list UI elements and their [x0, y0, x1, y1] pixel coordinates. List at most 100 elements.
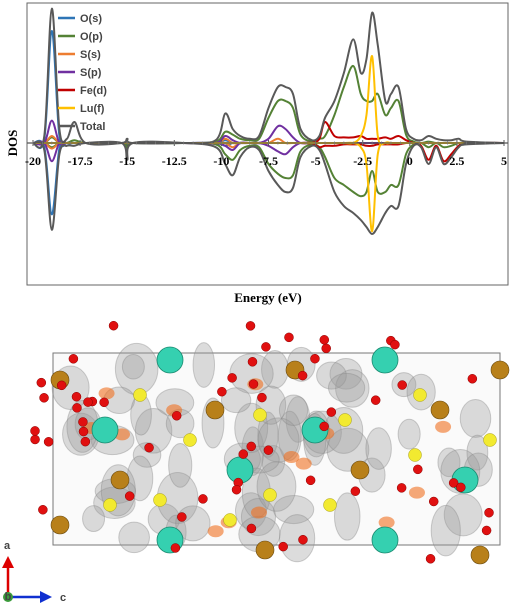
o-atom: [39, 393, 49, 403]
fe-atom: [490, 360, 510, 380]
o-atom: [56, 380, 67, 391]
o-atom: [326, 407, 337, 417]
x-tick-label: -20: [25, 154, 41, 168]
axis-label: a: [4, 540, 11, 552]
o-atom: [30, 426, 40, 436]
o-atom: [72, 403, 82, 413]
plot-frame: [26, 2, 509, 286]
charge-density: [82, 505, 106, 533]
unit-cell: [52, 352, 501, 546]
o-atom: [36, 377, 47, 388]
density-lobe: [295, 457, 312, 470]
charge-density: [220, 387, 252, 414]
legend-label: O(s): [80, 13, 102, 25]
o-atom: [428, 496, 439, 507]
o-atom: [481, 525, 492, 536]
o-atom: [68, 354, 79, 364]
o-atom: [370, 395, 381, 405]
s-atom: [153, 493, 167, 507]
o-atom: [284, 332, 294, 343]
axis-label: c: [60, 592, 66, 604]
x-tick-label: -12.5: [162, 154, 187, 168]
o-atom: [248, 379, 259, 389]
x-tick-label: 0: [407, 154, 413, 168]
o-atom: [245, 321, 256, 331]
o-atom: [390, 339, 400, 350]
o-atom: [30, 434, 40, 445]
density-lobe: [283, 450, 300, 463]
o-atom: [238, 449, 249, 459]
o-atom: [71, 391, 82, 402]
o-atom: [397, 380, 407, 390]
legend-label: S(p): [80, 67, 102, 79]
o-atom: [227, 373, 237, 383]
x-axis-label: Energy (eV): [234, 290, 302, 305]
lu-atom: [156, 346, 184, 374]
axis-compass: a b c: [2, 540, 66, 604]
o-atom: [456, 482, 466, 493]
fe-atom: [50, 515, 70, 535]
x-tick-label: -15: [119, 154, 135, 168]
o-atom: [80, 436, 91, 447]
s-atom: [253, 408, 267, 422]
o-atom: [310, 353, 320, 364]
density-lobe: [435, 420, 452, 433]
lu-atom: [371, 346, 399, 374]
o-atom: [246, 523, 257, 534]
charge-density: [316, 361, 347, 390]
s-atom: [408, 448, 422, 462]
charge-density: [132, 442, 162, 468]
o-atom: [124, 491, 135, 501]
fe-atom: [255, 540, 275, 560]
o-atom: [298, 534, 308, 545]
charge-density: [365, 427, 392, 470]
legend-label: Total: [80, 121, 105, 133]
o-atom: [144, 442, 154, 453]
s-atom: [323, 498, 337, 512]
charge-density: [278, 514, 316, 563]
fe-atom: [350, 460, 370, 480]
charge-density: [192, 342, 216, 388]
o-atom: [263, 445, 274, 455]
fe-atom: [110, 470, 130, 490]
charge-density: [329, 357, 363, 390]
axis-label: b: [5, 591, 12, 603]
charge-density: [257, 411, 279, 458]
charge-density: [333, 492, 361, 541]
charge-density: [326, 427, 370, 472]
dos-line: [32, 7, 505, 149]
legend-label: Lu(f): [80, 103, 105, 115]
o-atom: [448, 478, 459, 488]
o-atom: [231, 484, 242, 495]
density-lobe: [207, 525, 224, 538]
x-tick-label: -7.5: [259, 154, 278, 168]
charge-density: [121, 353, 145, 380]
fe-atom: [470, 545, 490, 565]
s-atom: [413, 388, 427, 402]
charge-density: [278, 394, 309, 426]
b-origin: [3, 592, 13, 602]
o-atom: [350, 486, 361, 496]
x-tick-label: -10: [213, 154, 229, 168]
o-atom: [319, 335, 330, 345]
s-atom: [183, 433, 197, 447]
charge-density: [168, 442, 193, 488]
s-atom: [483, 433, 497, 447]
lu-atom: [91, 416, 119, 444]
fe-atom: [205, 400, 225, 420]
charge-density: [430, 504, 461, 557]
y-axis-label: DOS: [5, 130, 20, 157]
o-atom: [425, 554, 436, 564]
s-atom: [103, 498, 117, 512]
charge-density: [134, 408, 173, 454]
o-atom: [261, 342, 271, 352]
x-tick-label: 2.5: [449, 154, 464, 168]
o-atom: [484, 507, 494, 518]
crystal-structure: [30, 320, 510, 565]
charge-density: [397, 418, 421, 450]
o-atom: [396, 483, 407, 493]
legend: O(s) O(p) S(s) S(p) Fe(d) Lu(f) Total: [58, 13, 107, 133]
o-atom: [78, 426, 89, 437]
o-atom: [217, 386, 227, 397]
o-atom: [198, 494, 208, 504]
